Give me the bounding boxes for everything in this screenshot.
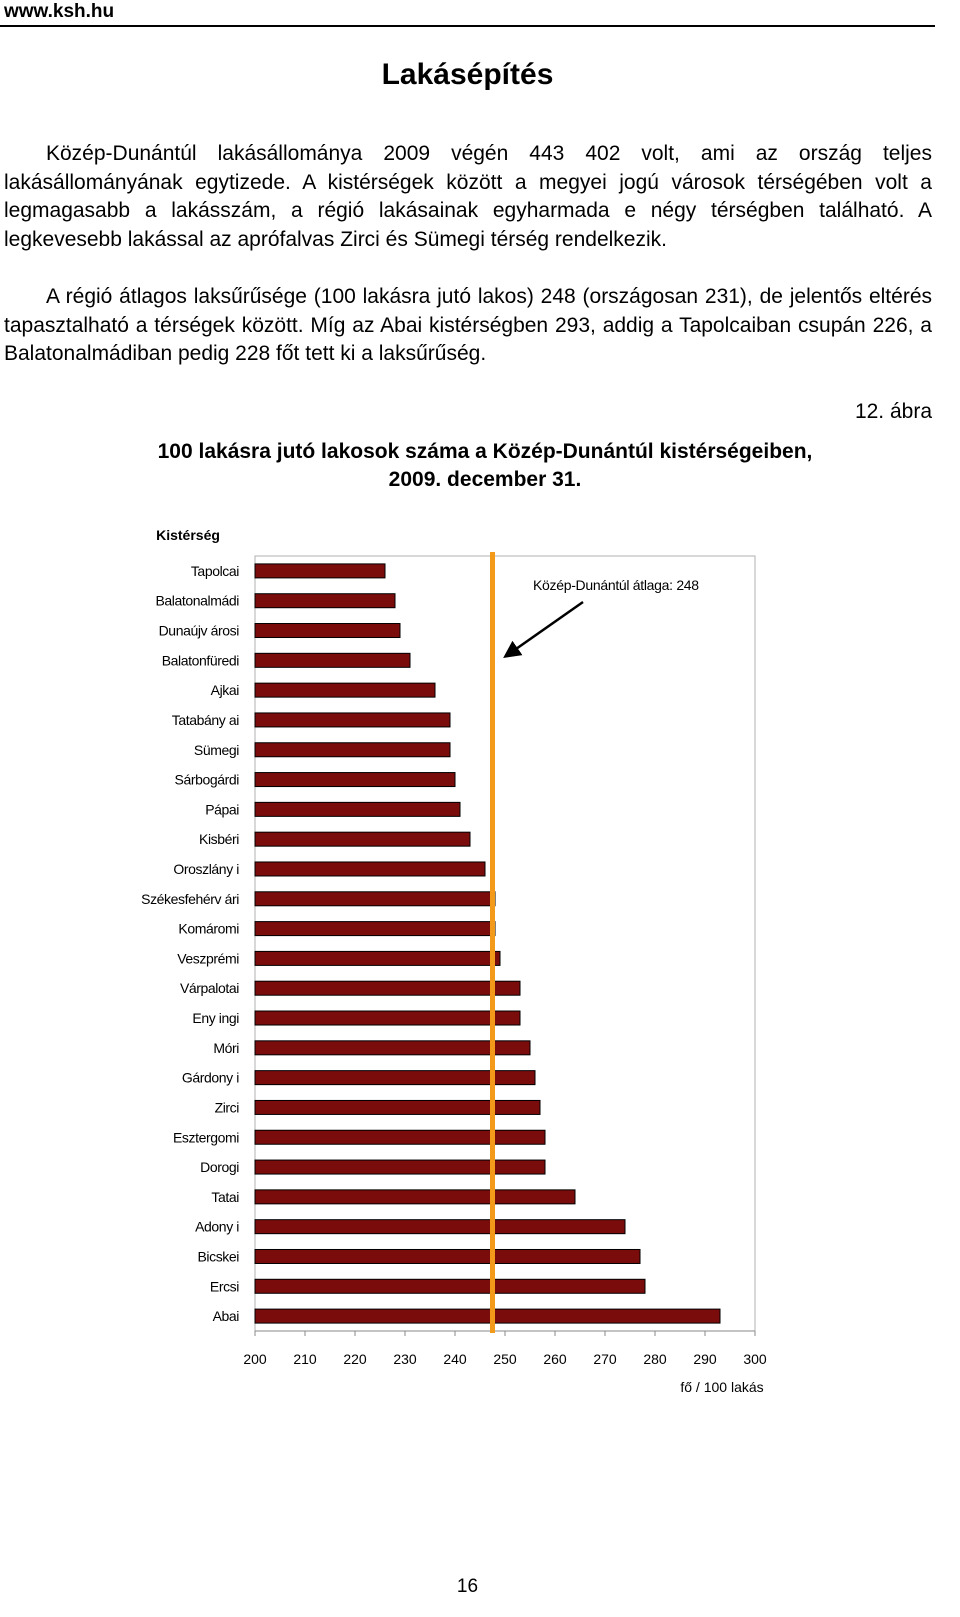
category-label: Sümegi xyxy=(194,742,239,758)
category-label: Gárdony i xyxy=(182,1070,239,1086)
paragraph-2: A régió átlagos laksűrűsége (100 lakásra… xyxy=(4,285,932,366)
category-label: Esztergomi xyxy=(173,1129,239,1145)
category-label: Balatonalmádi xyxy=(155,593,239,609)
chart-title-line-2: 2009. december 31. xyxy=(388,468,582,491)
category-axis-title: Kistérség xyxy=(156,527,220,543)
plot-area xyxy=(254,555,756,1332)
page-number: 16 xyxy=(456,1576,479,1597)
category-label: Székesfehérv ári xyxy=(141,891,239,907)
site-url[interactable]: www.ksh.hu xyxy=(4,1,115,22)
bar xyxy=(254,1099,541,1115)
category-label: Balatonfüredi xyxy=(162,652,240,668)
bar xyxy=(254,861,486,877)
category-label: Dorogi xyxy=(200,1159,239,1175)
bar xyxy=(254,1159,546,1175)
category-label: Oroszlány i xyxy=(173,861,239,877)
bar xyxy=(254,742,451,758)
category-label: Tapolcai xyxy=(191,563,239,579)
category-label: Abai xyxy=(213,1308,240,1324)
x-tick-label: 260 xyxy=(543,1351,567,1367)
bar xyxy=(254,1219,626,1235)
average-label: Közép-Dunántúl átlaga: 248 xyxy=(533,577,699,593)
header-rule xyxy=(0,25,935,27)
chart-title: 100 lakásra jutó lakosok száma a Közép-D… xyxy=(60,438,910,494)
category-label: Veszprémi xyxy=(177,950,239,966)
bar xyxy=(254,772,456,788)
bar xyxy=(254,801,461,817)
category-label: Komáromi xyxy=(178,921,239,937)
x-tick-label: 290 xyxy=(693,1351,717,1367)
category-label: Tatai xyxy=(211,1189,239,1205)
category-label: Móri xyxy=(213,1040,239,1056)
bar xyxy=(254,1070,536,1086)
bar xyxy=(254,921,496,937)
category-label: Dunaújv árosi xyxy=(159,623,240,639)
bar xyxy=(254,950,501,966)
x-tick-label: 300 xyxy=(743,1351,767,1367)
x-axis-title: fő / 100 lakás xyxy=(680,1379,763,1395)
x-tick-label: 250 xyxy=(493,1351,517,1367)
bar xyxy=(254,980,521,996)
category-label: Kisbéri xyxy=(199,831,239,847)
x-tick-label: 230 xyxy=(393,1351,417,1367)
bar xyxy=(254,1278,646,1294)
page-title: Lakásépítés xyxy=(381,58,554,91)
bar xyxy=(254,652,411,668)
x-tick-label: 220 xyxy=(343,1351,367,1367)
bar xyxy=(254,1040,531,1056)
category-label: Eny ingi xyxy=(192,1010,239,1026)
category-label: Sárbogárdi xyxy=(175,772,240,788)
category-label: Ercsi xyxy=(210,1278,239,1294)
x-tick-label: 280 xyxy=(643,1351,667,1367)
average-arrow xyxy=(503,600,584,659)
category-label: Pápai xyxy=(205,801,239,817)
bar xyxy=(254,682,436,698)
bar-chart: Kistérség Tapolcai Balatonalmádi Dunaújv ár… xyxy=(141,527,767,1395)
chart-title-line-1: 100 lakásra jutó lakosok száma a Közép-D… xyxy=(157,440,813,463)
bar xyxy=(254,712,451,728)
bar xyxy=(254,1189,576,1205)
x-tick-label: 240 xyxy=(443,1351,467,1367)
category-label: Bicskei xyxy=(197,1248,239,1264)
category-label: Adony i xyxy=(195,1219,239,1235)
bar xyxy=(254,1248,641,1264)
bar xyxy=(254,831,471,847)
x-tick-label: 210 xyxy=(293,1351,317,1367)
category-label: Várpalotai xyxy=(180,980,239,996)
bar xyxy=(254,1129,546,1145)
figure-number: 12. ábra xyxy=(854,400,932,423)
bar xyxy=(254,563,386,579)
category-label: Ajkai xyxy=(211,682,240,698)
bar xyxy=(254,623,401,639)
bar xyxy=(254,593,396,609)
category-label: Tatabány ai xyxy=(172,712,239,728)
bar xyxy=(254,1010,521,1026)
category-label: Zirci xyxy=(215,1099,240,1115)
bar xyxy=(254,891,496,907)
x-tick-label: 270 xyxy=(593,1351,617,1367)
bar xyxy=(254,1308,721,1324)
paragraph-1: Közép-Dunántúl lakásállománya 2009 végén… xyxy=(4,142,932,252)
x-tick-label: 200 xyxy=(243,1351,267,1367)
